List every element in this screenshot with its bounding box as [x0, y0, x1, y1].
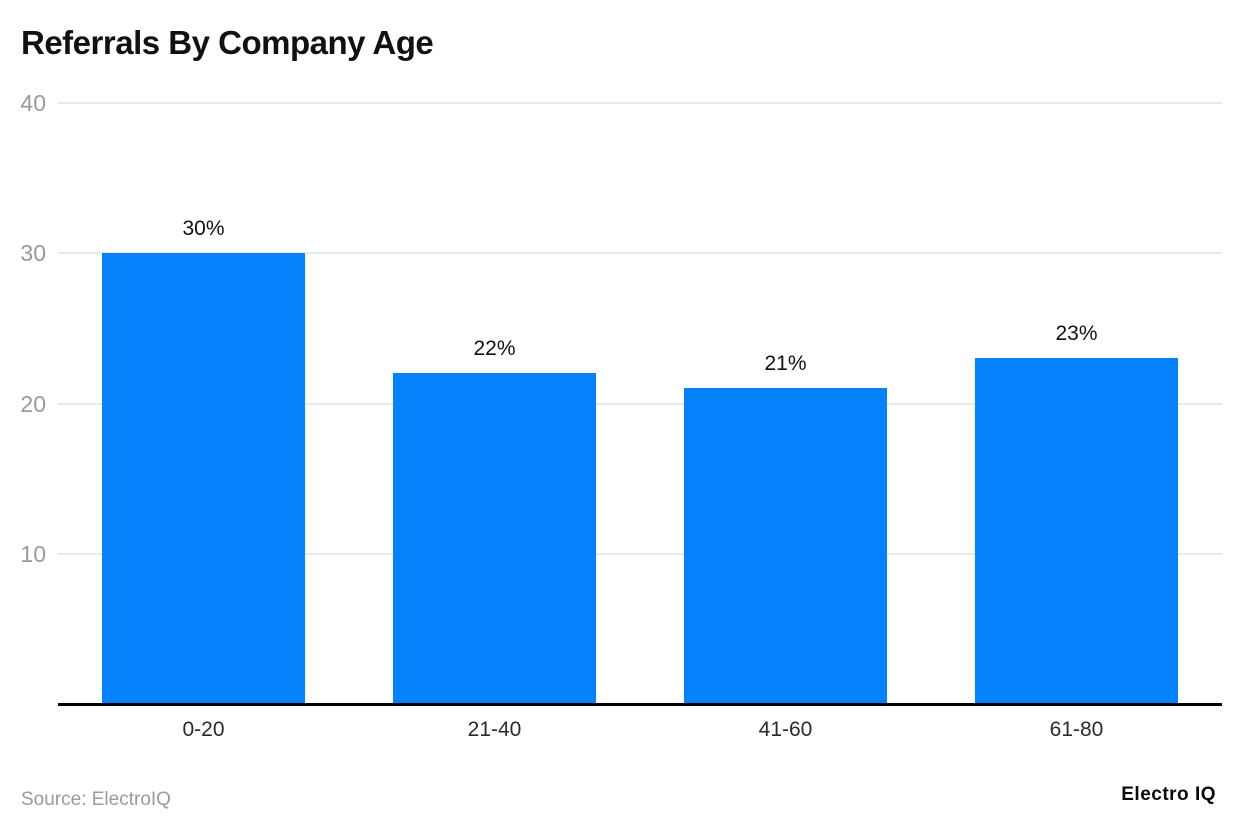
- x-axis-tick-41-60: 41-60: [758, 718, 813, 741]
- bar-21-40: [393, 373, 596, 704]
- x-axis-tick-21-40: 21-40: [467, 718, 522, 741]
- x-axis-tick-61-80: 61-80: [1049, 718, 1104, 741]
- bar-41-60: [684, 388, 887, 704]
- bar-value-label-41-60: 21%: [764, 352, 807, 376]
- y-axis-tick-20: 20: [20, 390, 46, 417]
- bar-61-80: [975, 358, 1178, 704]
- bar-0-20: [102, 253, 305, 704]
- x-axis-tick-0-20: 0-20: [182, 718, 225, 741]
- gridline-30: [58, 252, 1222, 255]
- bar-value-label-21-40: 22%: [473, 337, 516, 361]
- gridline-40: [58, 102, 1222, 104]
- x-axis-baseline: [58, 703, 1222, 706]
- y-axis-tick-30: 30: [20, 240, 46, 267]
- page-title: Referrals By Company Age: [21, 24, 434, 61]
- gridline-20: [58, 402, 1222, 405]
- y-axis-tick-40: 40: [20, 90, 46, 116]
- y-axis-tick-10: 10: [20, 540, 46, 567]
- bar-value-label-61-80: 23%: [1055, 322, 1098, 346]
- plot-area: 30% 0-20 22% 21-40 21% 41-60 23% 61-80: [58, 102, 1222, 741]
- bar-chart: 30% 0-20 22% 21-40 21% 41-60 23% 61-80 10 20 30 40: [0, 90, 1222, 741]
- gridline-10: [58, 552, 1222, 555]
- brand-logo: Electro IQ: [1121, 784, 1216, 805]
- bar-value-label-0-20: 30%: [182, 217, 225, 241]
- source-note: Source: ElectroIQ: [21, 789, 171, 810]
